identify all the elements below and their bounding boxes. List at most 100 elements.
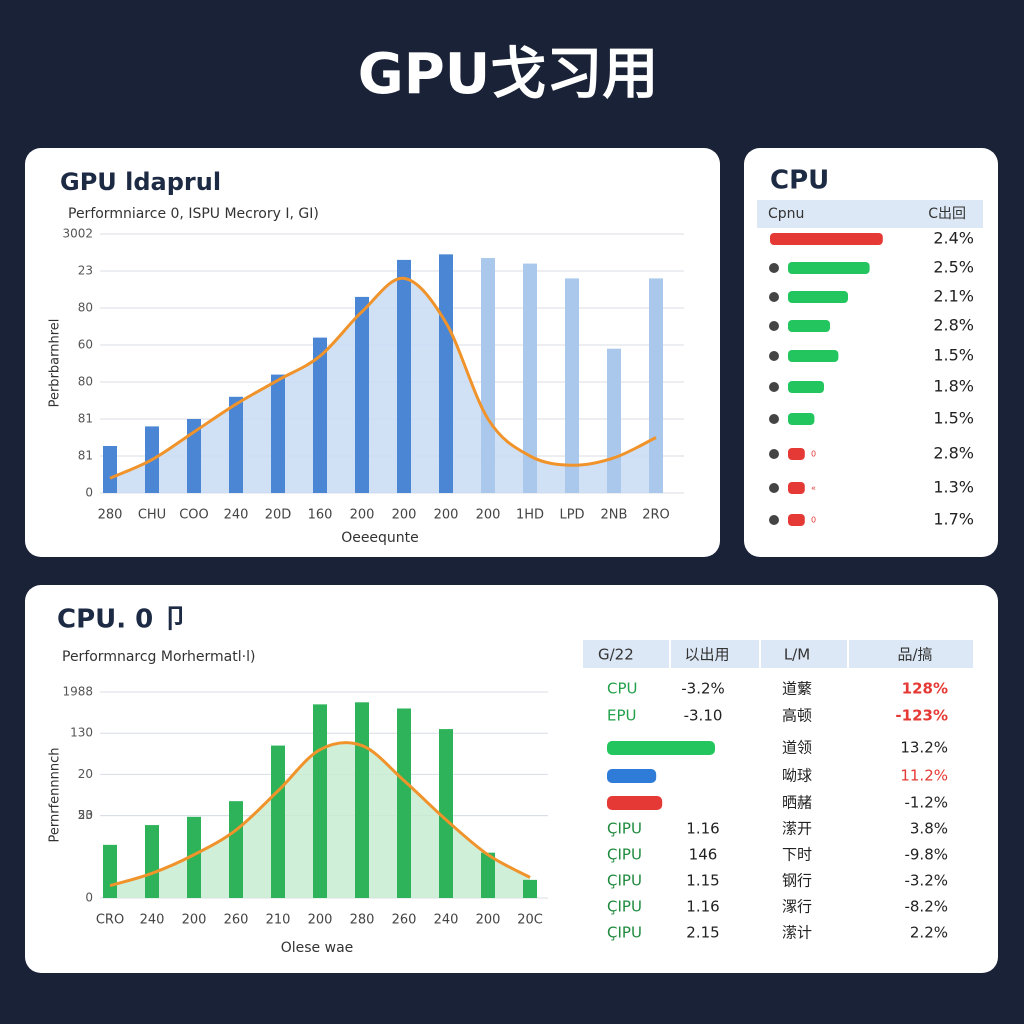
row-label: 钢行: [782, 872, 812, 890]
row-dot: [769, 449, 779, 459]
x-tick-label: 240: [224, 508, 249, 523]
x-tick-label: 260: [224, 913, 249, 928]
row-dot: [769, 382, 779, 392]
row-change: 2.2%: [910, 924, 948, 942]
y-tick-label: 20: [78, 767, 93, 781]
line-area: [110, 278, 656, 493]
bar: [103, 446, 117, 493]
y-tick-label: 23: [78, 264, 93, 278]
bar: [355, 702, 369, 898]
y-tick-label: 80: [78, 301, 93, 315]
bar: [607, 741, 715, 755]
chart-subtitle: Performnarcg Morhermatl·l): [62, 649, 255, 665]
x-tick-label: 20D: [265, 508, 292, 523]
y-tick-label: 80: [78, 375, 93, 389]
y-tick-label: 60: [78, 338, 93, 352]
row-value: -3.2%: [681, 680, 725, 698]
row-value: 2.1%: [933, 287, 974, 306]
row-change: 128%: [902, 680, 948, 698]
chart-title: CPU. 0 卩: [57, 605, 188, 635]
x-tick-label: 200: [476, 913, 501, 928]
row-label: 道蘩: [782, 680, 812, 698]
row-name: ÇIPU: [607, 898, 642, 916]
row-value: 2.5%: [933, 258, 974, 277]
header-cell: 品/搞: [897, 646, 932, 664]
row-dot: [769, 483, 779, 493]
bar: [788, 448, 805, 460]
header-cell: L/M: [784, 646, 810, 664]
x-tick-label: CHU: [138, 508, 166, 523]
row-value: 1.15: [686, 872, 719, 890]
bar: [523, 263, 537, 493]
bar: [788, 381, 824, 393]
row-label: 呦球: [782, 767, 812, 785]
bar: [788, 320, 830, 332]
bar: [649, 278, 663, 493]
x-tick-label: 200: [182, 913, 207, 928]
chart-subtitle: Performniarce 0, ISPU Mecrory I, GI): [68, 206, 319, 222]
x-tick-label: 280: [350, 913, 375, 928]
row-label: 高顿: [782, 707, 812, 725]
x-tick-label: 200: [434, 508, 459, 523]
x-tick-label: 240: [140, 913, 165, 928]
x-tick-label: 200: [476, 508, 501, 523]
bar: [271, 374, 285, 493]
y-tick-label: 3002: [62, 227, 93, 241]
x-tick-label: 240: [434, 913, 459, 928]
x-tick-label: 2NB: [601, 508, 628, 523]
row-change: 3.8%: [910, 820, 948, 838]
header-cell: C出回: [928, 206, 966, 222]
bar: [481, 258, 495, 493]
row-value: 1.3%: [933, 478, 974, 497]
bar-tag: «: [811, 484, 816, 493]
x-tick-label: 1HD: [516, 508, 544, 523]
y-tick-label: 81: [78, 412, 93, 426]
row-change: -3.2%: [904, 872, 948, 890]
row-value: 2.8%: [933, 316, 974, 335]
row-value: 2.15: [686, 924, 719, 942]
row-label: 潈行: [782, 898, 812, 916]
x-tick-label: LPD: [559, 508, 584, 523]
bar: [313, 337, 327, 493]
row-label: 潆开: [782, 820, 812, 838]
x-tick-label: COO: [179, 508, 209, 523]
row-label: 潆计: [782, 924, 812, 942]
x-tick-label: 2RO: [642, 508, 670, 523]
header-band: [583, 640, 973, 668]
row-label: 道领: [782, 739, 812, 757]
row-label: 晒赭: [782, 794, 812, 812]
row-change: -9.8%: [904, 846, 948, 864]
bar: [397, 259, 411, 493]
row-dot: [769, 263, 779, 273]
header-cell: G/22: [598, 646, 634, 664]
bar: [607, 769, 657, 783]
bar: [103, 844, 117, 898]
bar: [355, 296, 369, 493]
row-change: -8.2%: [904, 898, 948, 916]
x-tick-label: 20C: [517, 913, 543, 928]
bar: [439, 729, 453, 898]
x-tick-label: CRO: [96, 913, 124, 928]
row-change: 11.2%: [900, 767, 948, 785]
row-value: 1.8%: [933, 377, 974, 396]
bar: [607, 348, 621, 493]
bar: [788, 262, 870, 274]
row-name: ÇIPU: [607, 846, 642, 864]
x-axis-label: Oeeequnte: [341, 530, 419, 546]
row-dot: [769, 515, 779, 525]
line: [109, 276, 657, 480]
row-value: 146: [689, 846, 718, 864]
bar: [607, 796, 663, 810]
x-tick-label: 280: [98, 508, 123, 523]
bar: [145, 825, 159, 898]
row-name: EPU: [607, 707, 637, 725]
header-cell: Cpnu: [768, 206, 804, 222]
row-dot: [769, 321, 779, 331]
row-label: 下时: [782, 846, 812, 864]
line: [109, 741, 531, 888]
bar: [788, 291, 848, 303]
x-tick-label: 200: [392, 508, 417, 523]
row-name: ÇIPU: [607, 924, 642, 942]
page-title: GPU戈习用: [358, 42, 658, 107]
panel: [744, 148, 998, 557]
